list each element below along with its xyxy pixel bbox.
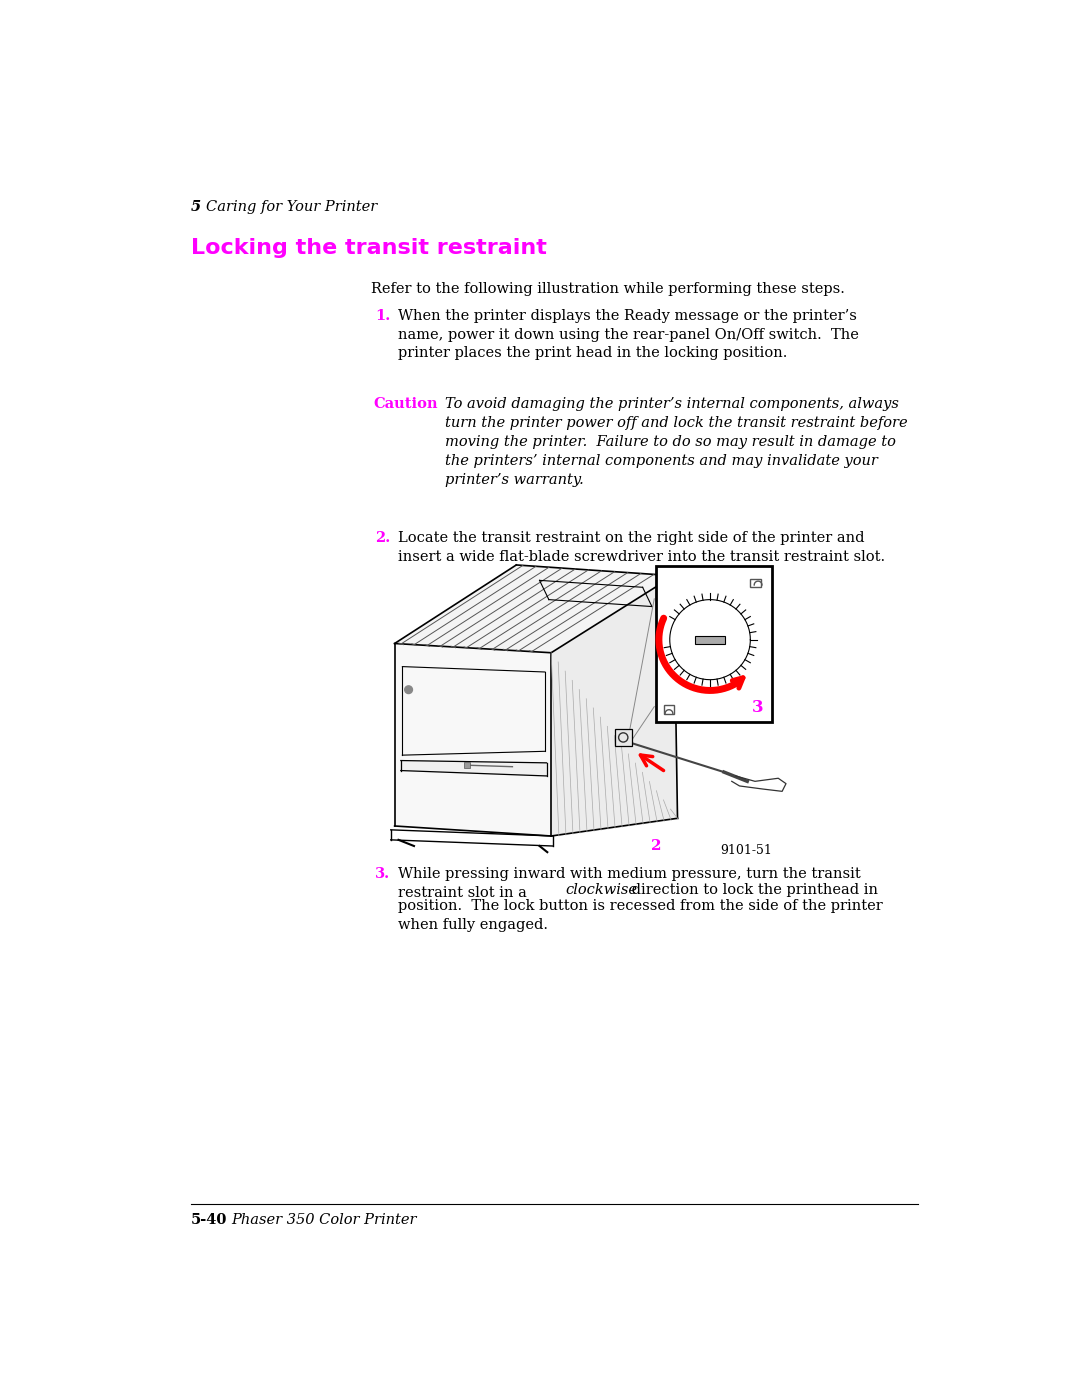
Text: Caring for Your Printer: Caring for Your Printer	[206, 200, 378, 214]
Text: clockwise: clockwise	[565, 883, 637, 897]
Text: Locate the transit restraint on the right side of the printer and
insert a wide : Locate the transit restraint on the righ…	[399, 531, 886, 564]
Circle shape	[405, 686, 413, 693]
Bar	[663, 705, 674, 714]
Polygon shape	[394, 644, 551, 835]
Text: direction to lock the printhead in: direction to lock the printhead in	[627, 883, 878, 897]
Text: 9101-51: 9101-51	[720, 844, 772, 856]
Text: 1.: 1.	[375, 309, 391, 323]
Bar	[696, 636, 725, 644]
Text: Refer to the following illustration while performing these steps.: Refer to the following illustration whil…	[370, 282, 845, 296]
Bar	[615, 729, 632, 746]
Text: 3: 3	[753, 698, 764, 715]
Polygon shape	[401, 760, 546, 775]
Text: 5-40: 5-40	[191, 1214, 227, 1228]
Text: 2.: 2.	[375, 531, 391, 545]
Polygon shape	[551, 576, 677, 835]
Text: position.  The lock button is recessed from the side of the printer
when fully e: position. The lock button is recessed fr…	[399, 900, 883, 932]
Bar	[656, 566, 772, 722]
Bar	[463, 763, 470, 768]
Polygon shape	[394, 564, 674, 652]
Text: While pressing inward with medium pressure, turn the transit
restraint slot in a: While pressing inward with medium pressu…	[399, 866, 861, 900]
Text: 3.: 3.	[375, 866, 390, 880]
Text: To avoid damaging the printer’s internal components, always
turn the printer pow: To avoid damaging the printer’s internal…	[445, 397, 907, 488]
Text: Phaser 350 Color Printer: Phaser 350 Color Printer	[231, 1214, 417, 1228]
Text: 5: 5	[191, 200, 201, 214]
Text: When the printer displays the Ready message or the printer’s
name, power it down: When the printer displays the Ready mess…	[399, 309, 860, 360]
Text: Caution: Caution	[374, 397, 438, 411]
Text: Locking the transit restraint: Locking the transit restraint	[191, 239, 546, 258]
Text: 2: 2	[650, 840, 661, 854]
Bar	[751, 578, 761, 587]
